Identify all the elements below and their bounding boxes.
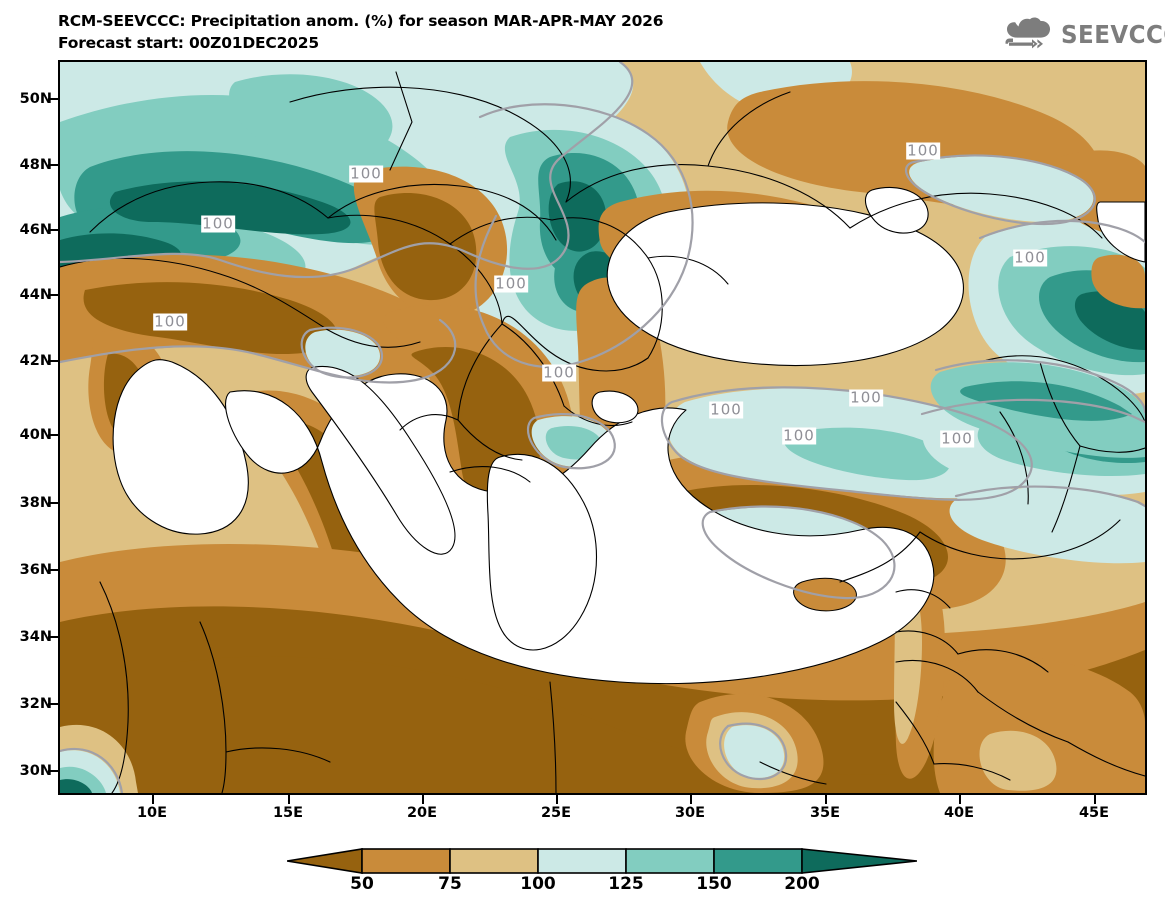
colorbar-swatches (287, 848, 917, 874)
lat-tick (48, 229, 58, 231)
colorbar: 50 75 100 125 150 200 (287, 848, 917, 903)
contour-label: 100 (709, 400, 743, 419)
lat-label-44n: 44N (19, 287, 52, 303)
lat-label-50n: 50N (19, 91, 52, 107)
lon-tick (1094, 795, 1096, 804)
lon-label-15e: 15E (272, 805, 304, 821)
lon-tick (690, 795, 692, 804)
lon-tick (556, 795, 558, 804)
colorbar-band-100-125 (537, 848, 627, 874)
colorbar-tick-100: 100 (520, 874, 556, 894)
lon-label-35e: 35E (809, 805, 841, 821)
chart-header: RCM-SEEVCCC: Precipitation anom. (%) for… (58, 10, 758, 56)
colorbar-band-over (801, 848, 917, 874)
lat-tick (48, 294, 58, 296)
colorbar-band-75-100 (449, 848, 539, 874)
colorbar-band-125-150 (625, 848, 715, 874)
lat-tick (48, 98, 58, 100)
lon-tick (422, 795, 424, 804)
colorbar-tick-50: 50 (350, 874, 374, 894)
lat-label-38n: 38N (19, 495, 52, 511)
lat-tick (48, 360, 58, 362)
contour-label: 100 (153, 312, 187, 331)
contour-label: 100 (782, 426, 816, 445)
seevccc-logo: SEEVCCC (1003, 14, 1165, 54)
lon-tick (825, 795, 827, 804)
lon-label-10e: 10E (136, 805, 168, 821)
contour-label: 100 (494, 274, 528, 293)
forecast-start-subtitle: Forecast start: 00Z01DEC2025 (58, 34, 319, 52)
lat-label-32n: 32N (19, 696, 52, 712)
map-canvas (60, 62, 1145, 793)
colorbar-band-50-75 (361, 848, 451, 874)
lat-tick (48, 569, 58, 571)
colorbar-tick-150: 150 (696, 874, 732, 894)
lat-tick (48, 703, 58, 705)
cloud-wind-icon (1005, 17, 1051, 49)
lon-label-20e: 20E (406, 805, 438, 821)
colorbar-band-under (287, 848, 363, 874)
contour-label: 100 (906, 141, 940, 160)
colorbar-tick-200: 200 (784, 874, 820, 894)
contour-label: 100 (940, 429, 974, 448)
lon-tick (959, 795, 961, 804)
lat-tick (48, 164, 58, 166)
lat-label-40n: 40N (19, 427, 52, 443)
lat-label-48n: 48N (19, 157, 52, 173)
lat-label-36n: 36N (19, 562, 52, 578)
lon-tick (288, 795, 290, 804)
lat-label-30n: 30N (19, 763, 52, 779)
contour-label: 100 (542, 363, 576, 382)
lon-label-30e: 30E (674, 805, 706, 821)
lon-label-40e: 40E (943, 805, 975, 821)
lon-label-25e: 25E (540, 805, 572, 821)
lat-label-46n: 46N (19, 222, 52, 238)
contour-label: 100 (1013, 248, 1047, 267)
logo-text: SEEVCCC (1061, 19, 1165, 49)
contour-label: 100 (849, 388, 883, 407)
anomaly-field (60, 62, 1145, 793)
lat-tick (48, 636, 58, 638)
contour-label: 100 (201, 214, 235, 233)
colorbar-band-150-200 (713, 848, 803, 874)
precipitation-anomaly-map[interactable]: 100 100 100 100 100 100 100 100 100 100 … (58, 60, 1147, 795)
lat-tick (48, 770, 58, 772)
lat-label-34n: 34N (19, 629, 52, 645)
lat-tick (48, 502, 58, 504)
lat-label-42n: 42N (19, 353, 52, 369)
lon-tick (152, 795, 154, 804)
lat-tick (48, 434, 58, 436)
contour-label: 100 (349, 164, 383, 183)
lon-label-45e: 45E (1078, 805, 1110, 821)
colorbar-tick-75: 75 (438, 874, 462, 894)
colorbar-tick-125: 125 (608, 874, 644, 894)
page-title: RCM-SEEVCCC: Precipitation anom. (%) for… (58, 12, 664, 30)
